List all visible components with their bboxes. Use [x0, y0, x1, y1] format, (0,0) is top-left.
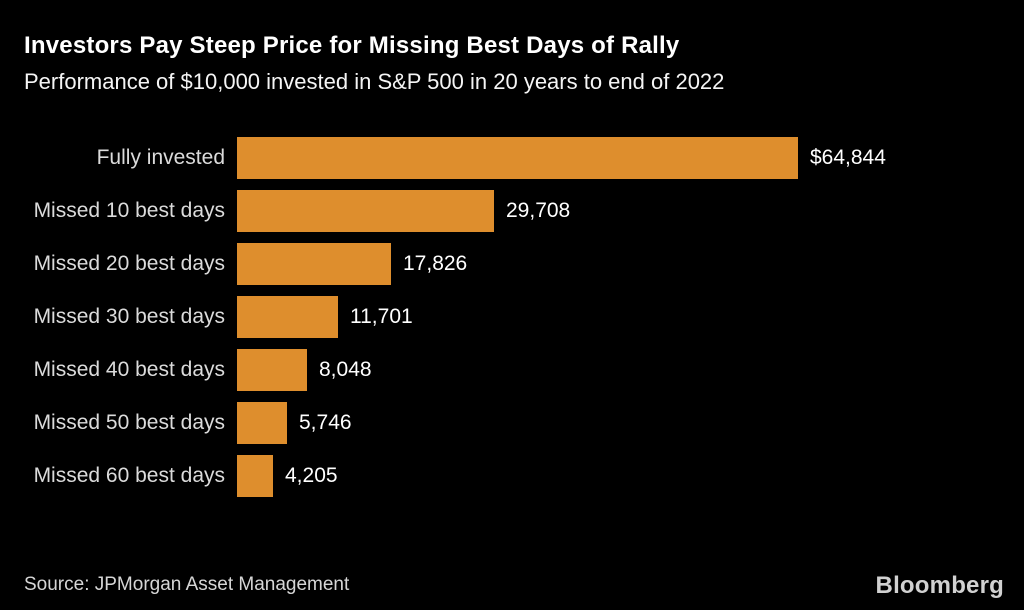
value-label: 8,048: [319, 358, 372, 381]
chart-row: Missed 40 best days 8,048: [24, 349, 1000, 391]
category-label: Missed 10 best days: [33, 199, 225, 222]
category-label: Missed 20 best days: [33, 252, 225, 275]
category-label: Missed 30 best days: [33, 305, 225, 328]
category-label: Fully invested: [96, 146, 225, 169]
chart-row: Missed 60 best days 4,205: [24, 455, 1000, 497]
chart-row: Missed 30 best days 11,701: [24, 296, 1000, 338]
bar-track: 11,701: [237, 296, 1000, 338]
bar-chart: Fully invested $64,844 Missed 10 best days…: [24, 137, 1000, 497]
bar-track: 5,746: [237, 402, 1000, 444]
bar: [237, 190, 494, 232]
chart-title: Investors Pay Steep Price for Missing Be…: [24, 32, 680, 59]
bar: [237, 402, 287, 444]
bar: [237, 455, 273, 497]
category-label: Missed 40 best days: [33, 358, 225, 381]
chart-row: Fully invested $64,844: [24, 137, 1000, 179]
value-label: 29,708: [506, 199, 571, 222]
source-note: Source: JPMorgan Asset Management: [24, 574, 350, 595]
bar: [237, 349, 307, 391]
value-label: $64,844: [810, 146, 886, 169]
bar: [237, 137, 798, 179]
bloomberg-logo: Bloomberg: [875, 572, 1004, 599]
value-label: 11,701: [350, 305, 413, 328]
chart-row: Missed 20 best days 17,826: [24, 243, 1000, 285]
value-label: 5,746: [299, 411, 352, 434]
category-label: Missed 60 best days: [33, 464, 225, 487]
bar-track: 8,048: [237, 349, 1000, 391]
bar-track: 17,826: [237, 243, 1000, 285]
bar-track: $64,844: [237, 137, 1000, 179]
value-label: 4,205: [285, 464, 338, 487]
bar-track: 29,708: [237, 190, 1000, 232]
category-label: Missed 50 best days: [33, 411, 225, 434]
chart-row: Missed 50 best days 5,746: [24, 402, 1000, 444]
chart-row: Missed 10 best days 29,708: [24, 190, 1000, 232]
bar: [237, 296, 338, 338]
value-label: 17,826: [403, 252, 468, 275]
chart-subtitle: Performance of $10,000 invested in S&P 5…: [24, 69, 725, 94]
bar-track: 4,205: [237, 455, 1000, 497]
bar: [237, 243, 391, 285]
